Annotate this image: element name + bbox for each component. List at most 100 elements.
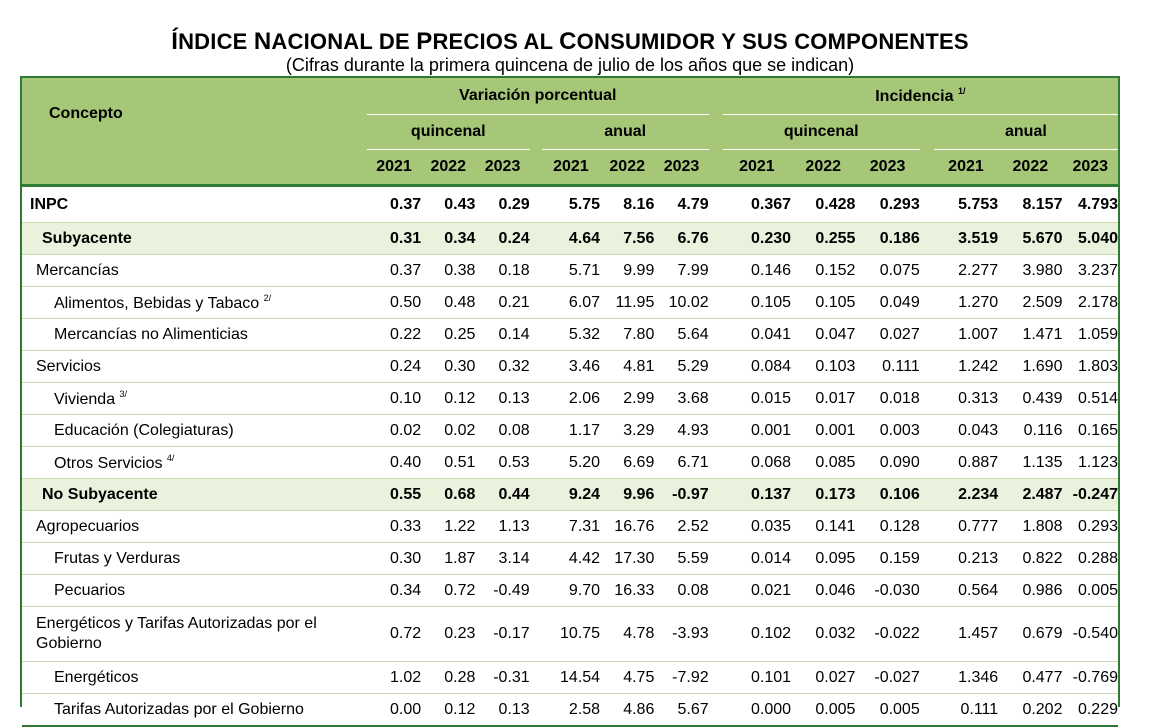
- inpc-table: Concepto Variación porcentual Incidencia…: [22, 76, 1118, 727]
- table-row: Alimentos, Bebidas y Tabaco 2/0.50 0.48 0.…: [22, 287, 1118, 319]
- table-row: Pecuarios 0.34 0.72 -0.49 9.70 16.33 0.08 0.021…: [22, 575, 1118, 607]
- value-cell: 3.46: [568, 357, 601, 375]
- value-cell: -7.92: [672, 668, 709, 686]
- value-cell: 0.12: [444, 700, 476, 718]
- value-cell: 0.24: [475, 222, 530, 255]
- value-cell: 0.202: [1022, 700, 1063, 718]
- iq-header: quincenal: [722, 114, 920, 150]
- value-cell: 6.07: [568, 293, 601, 311]
- value-cell: 0.34: [421, 222, 476, 255]
- value-cell: 0.48: [444, 293, 476, 311]
- value-cell: 7.99: [677, 261, 709, 279]
- value-cell: 0.43: [444, 195, 476, 213]
- value-cell: 0.102: [751, 625, 792, 642]
- value-cell: 0.288: [1077, 549, 1118, 567]
- value-cell: 0.38: [444, 261, 476, 279]
- value-cell: 0.428: [815, 195, 856, 213]
- value-cell: 0.21: [498, 293, 530, 311]
- value-cell: 1.135: [1022, 453, 1063, 471]
- value-cell: 0.128: [879, 517, 920, 535]
- value-cell: 3.519: [933, 222, 999, 255]
- value-cell: 0.777: [958, 517, 999, 535]
- value-cell: 0.111: [960, 700, 999, 718]
- value-cell: 6.76: [654, 222, 709, 255]
- value-cell: 4.86: [623, 700, 655, 718]
- value-cell: 0.165: [1077, 421, 1118, 439]
- value-cell: 1.690: [1022, 357, 1063, 375]
- value-cell: 0.22: [389, 325, 422, 343]
- value-cell: 2.234: [933, 478, 999, 511]
- value-cell: 0.229: [1077, 700, 1118, 718]
- value-cell: 0.101: [751, 668, 792, 686]
- value-cell: 1.02: [389, 668, 422, 686]
- row-label: Alimentos, Bebidas y Tabaco 2/: [54, 292, 272, 312]
- value-cell: 0.003: [879, 421, 920, 439]
- value-cell: 4.42: [568, 549, 601, 567]
- value-cell: 0.29: [498, 195, 530, 213]
- value-cell: 16.76: [614, 517, 655, 535]
- value-cell: 0.021: [751, 581, 792, 599]
- value-cell: 0.439: [1022, 389, 1063, 407]
- table-header: Concepto Variación porcentual Incidencia…: [22, 76, 1118, 187]
- row-label: INPC: [30, 195, 69, 213]
- value-cell: 1.803: [1077, 357, 1118, 375]
- value-cell: 0.72: [389, 625, 422, 642]
- value-cell: 16.33: [614, 581, 655, 599]
- table-row: Frutas y Verduras 0.30 1.87 3.14 4.42 17.30 5.…: [22, 543, 1118, 575]
- value-cell: 0.14: [498, 325, 530, 343]
- page-title: ÍNDICE NACIONAL DE PRECIOS AL CONSUMIDOR…: [171, 28, 969, 55]
- table-row: Tarifas Autorizadas por el Gobierno 0.00 0…: [22, 694, 1118, 726]
- value-cell: 0.293: [879, 195, 920, 213]
- value-cell: 0.367: [751, 195, 792, 213]
- value-cell: 0.31: [366, 222, 422, 255]
- value-cell: 0.046: [815, 581, 856, 599]
- table-body: INPC 0.37 0.43 0.29 5.75 8.16 4.79 0.367 0.428 0.…: [22, 186, 1118, 726]
- value-cell: 4.64: [541, 222, 601, 255]
- incidencia-header: Incidencia 1/: [722, 76, 1118, 115]
- value-cell: 17.30: [614, 549, 655, 567]
- value-cell: -0.769: [1072, 668, 1118, 686]
- value-cell: 2.178: [1077, 293, 1118, 311]
- row-label: Frutas y Verduras: [54, 549, 181, 567]
- value-cell: 0.095: [815, 549, 856, 567]
- value-cell: 1.007: [958, 325, 999, 343]
- value-cell: 0.035: [751, 517, 792, 535]
- value-cell: 9.96: [600, 478, 655, 511]
- row-label: Subyacente: [22, 222, 367, 255]
- value-cell: 0.08: [498, 421, 530, 439]
- year-header: 2021: [541, 149, 601, 187]
- value-cell: 0.001: [815, 421, 856, 439]
- value-cell: 0.51: [444, 453, 476, 471]
- value-cell: 0.72: [444, 581, 476, 599]
- value-cell: 0.186: [855, 222, 920, 255]
- value-cell: 6.71: [677, 453, 709, 471]
- value-cell: 0.40: [389, 453, 422, 471]
- value-cell: 8.157: [1022, 195, 1063, 213]
- table-row: Otros Servicios 4/0.40 0.51 0.53 5.20 6.69 6.…: [22, 447, 1118, 479]
- value-cell: 0.213: [958, 549, 999, 567]
- value-cell: 5.75: [568, 195, 601, 213]
- value-cell: 1.059: [1077, 325, 1118, 343]
- value-cell: 5.59: [677, 549, 709, 567]
- table-row: Energéticos 1.02 0.28 -0.31 14.54 4.75 -7.92 0.…: [22, 662, 1118, 694]
- value-cell: 0.105: [815, 293, 856, 311]
- row-label: Otros Servicios 4/: [54, 452, 175, 472]
- value-cell: 0.085: [815, 453, 856, 471]
- value-cell: 0.075: [879, 261, 920, 279]
- value-cell: -0.17: [493, 625, 530, 642]
- value-cell: 2.52: [677, 517, 709, 535]
- table-row: Vivienda 3/0.10 0.12 0.13 2.06 2.99 3.68 0.015…: [22, 383, 1118, 415]
- value-cell: 0.005: [879, 700, 920, 718]
- value-cell: 0.000: [751, 700, 792, 718]
- table-row: Servicios 0.24 0.30 0.32 3.46 4.81 5.29 0.084 0.…: [22, 351, 1118, 383]
- table-row: No Subyacente 0.55 0.68 0.44 9.24 9.96 -0.97 0.…: [22, 478, 1118, 511]
- value-cell: 0.50: [389, 293, 422, 311]
- row-label: Vivienda 3/: [54, 388, 128, 408]
- value-cell: 0.090: [879, 453, 920, 471]
- value-cell: 4.78: [623, 625, 655, 642]
- value-cell: -0.022: [874, 625, 920, 642]
- value-cell: 1.457: [958, 625, 999, 642]
- value-cell: -3.93: [672, 625, 709, 642]
- value-cell: 0.55: [366, 478, 422, 511]
- value-cell: 1.808: [1022, 517, 1063, 535]
